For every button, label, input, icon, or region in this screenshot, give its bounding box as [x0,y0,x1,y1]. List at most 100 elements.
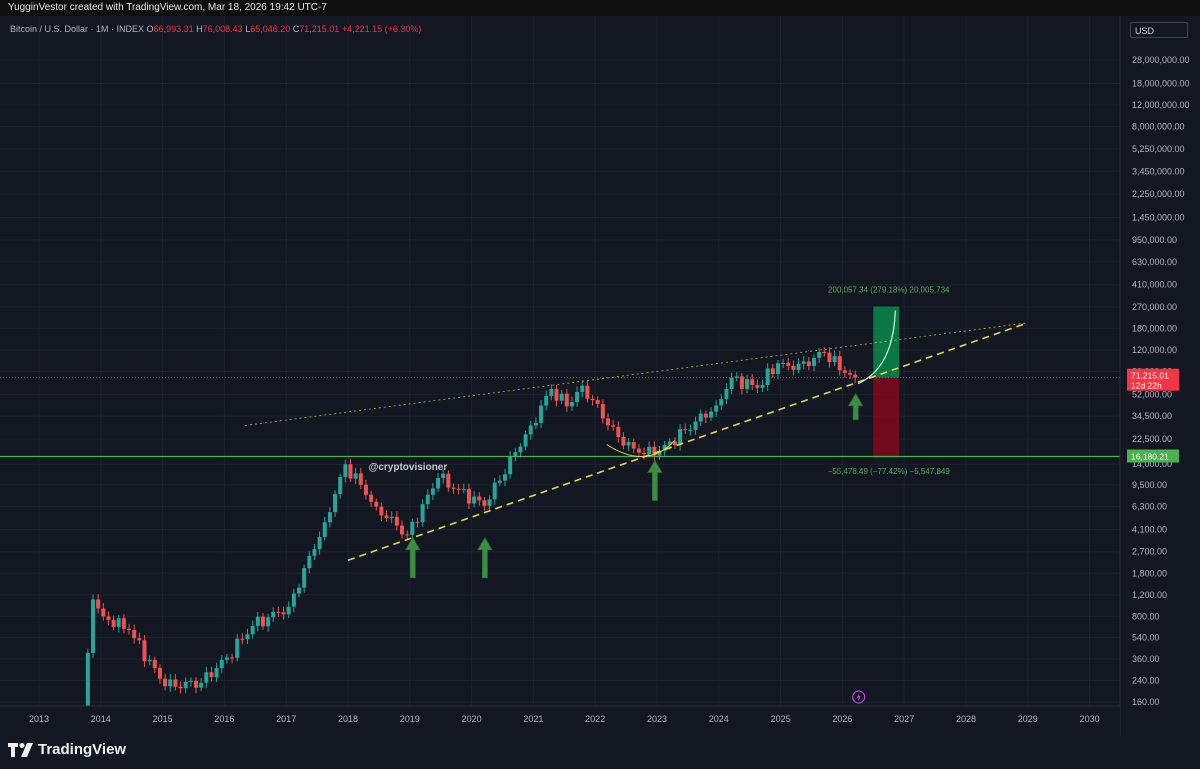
candle-body [183,681,188,689]
candle-body [420,504,425,523]
candle-body [729,377,734,389]
candle-body [724,388,729,400]
candle-body [266,617,271,627]
candle-body [96,599,101,609]
candle-body [755,384,760,388]
candlestick-series [80,347,858,725]
candle-body [338,477,343,495]
open-value: 66,993.31 [153,24,194,34]
candle-body [178,686,183,689]
candle-body [616,426,621,437]
price-axis-label: 540.00 [1132,632,1160,642]
candle-body [678,429,683,446]
candle-body [750,379,755,385]
candle-body [477,496,482,501]
candle-body [353,473,358,479]
change-value: +4,221.15 (+6.30%) [341,24,422,34]
up-arrow-icon [848,392,864,421]
candle-body [291,593,296,607]
candle-body [564,393,569,407]
price-axis-label: 14,000.00 [1132,459,1172,469]
chart-overlays [873,306,900,458]
price-axis-label: 410,000.00 [1132,280,1177,290]
price-axis-label: 120,000.00 [1132,345,1177,355]
candle-body [333,494,338,513]
candle-body [817,352,822,358]
price-axis-label: 1,450,000.00 [1132,212,1185,222]
candle-body [842,370,847,373]
up-arrow-icon [647,459,663,501]
candle-body [394,516,399,526]
candle-body [528,425,533,435]
candle-body [255,616,260,626]
candle-body [472,496,477,504]
candle-body [523,434,528,447]
long-target-label: 200,057.34 (279.18%) 20,005,734 [828,286,950,295]
candle-body [709,411,713,418]
candle-body [379,506,384,516]
candle-body [647,446,652,455]
candle-body [410,521,415,535]
candle-body [436,478,441,489]
candle-body [853,374,858,378]
candle-body [446,473,451,488]
candle-body [204,672,209,683]
candle-body [85,652,90,714]
candle-body [765,368,770,386]
price-axis-label: 4,100.00 [1132,525,1167,535]
candle-body [688,429,693,431]
time-axis-label: 2016 [214,714,234,724]
snapshot-caption: YugginVestor created with TradingView.co… [0,0,1200,16]
up-arrow-icon [477,536,493,579]
position-stop-zone [873,377,900,458]
candle-body [739,376,744,389]
time-axis-label: 2021 [523,714,543,724]
candle-body [343,464,348,478]
candle-body [683,429,688,431]
candle-body [430,488,435,495]
candle-body [544,395,549,406]
time-axis-label: 2023 [647,714,667,724]
candle-body [492,482,497,500]
candle-body [137,638,142,641]
ohlc-legend: Bitcoin / U.S. Dollar · 1M · INDEX O66,9… [10,24,422,34]
price-chart[interactable]: @cryptovisioner 200,057.34 (279.18%) 20,0… [0,16,1200,736]
candle-body [168,679,173,687]
candle-body [194,680,198,688]
candle-body [487,499,492,506]
candle-body [358,473,363,485]
candle-body [482,500,487,506]
candle-body [611,425,616,427]
candle-body [590,398,595,400]
candle-body [456,488,461,490]
candle-body [714,405,719,412]
candle-body [672,441,677,446]
footer [0,736,1200,769]
time-axis-label: 2028 [956,714,976,724]
candle-body [121,618,126,629]
currency-button[interactable]: USD [1130,22,1188,38]
price-axis-label: 34,500.00 [1132,411,1172,421]
candle-body [327,512,332,523]
candle-body [235,638,240,658]
candle-body [400,525,404,535]
short-target-label: −55,478.49 (−77.42%) −5,547,849 [828,467,951,476]
candle-body [152,659,157,669]
candle-body [389,516,394,519]
candle-body [116,618,121,627]
price-axis-label: 630,000.00 [1132,257,1177,267]
price-axis-label: 28,000,000.00 [1132,55,1190,65]
candle-body [760,385,765,388]
price-axis-label: 1,200.00 [1132,590,1167,600]
time-axis-label: 2020 [462,714,482,724]
candle-body [111,619,116,627]
price-axis-label: 270,000.00 [1132,302,1177,312]
candle-body [147,659,152,662]
price-axis-label: 18,000,000.00 [1132,78,1190,88]
candle-body [271,611,276,618]
candle-body [240,638,245,640]
candle-body [539,405,544,423]
candle-body [302,568,307,588]
tradingview-logo[interactable]: TradingView [8,741,126,758]
price-axis-label: 6,300.00 [1132,502,1167,512]
